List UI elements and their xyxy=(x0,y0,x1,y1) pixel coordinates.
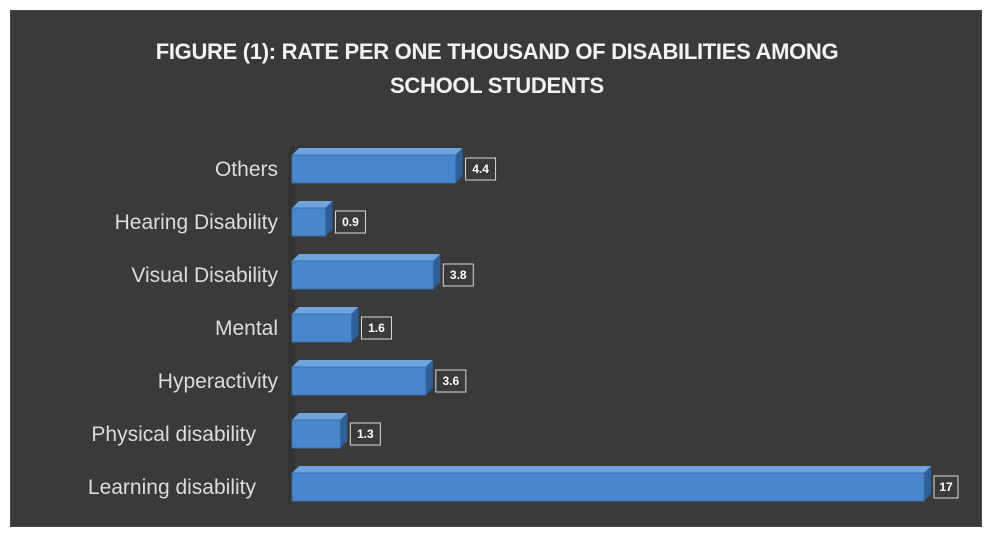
bar-top-face xyxy=(292,148,463,155)
category-label: Learning disability xyxy=(88,476,257,499)
bar-side-face xyxy=(455,148,463,183)
bar-top-face xyxy=(292,466,931,473)
data-label: 4.4 xyxy=(472,162,489,176)
chart-title-line-2: SCHOOL STUDENTS xyxy=(390,73,604,98)
bar-top-face xyxy=(292,307,359,314)
bar-group: Physical disability 1.3 xyxy=(91,413,381,449)
chart-title-line-1: FIGURE (1): RATE PER ONE THOUSAND OF DIS… xyxy=(155,39,839,64)
bar-side-face xyxy=(340,413,348,448)
bar xyxy=(291,154,457,184)
data-label-box xyxy=(933,475,959,499)
bar xyxy=(291,260,434,290)
bar-top-face xyxy=(292,201,333,208)
data-label: 1.6 xyxy=(368,321,385,335)
bar-group: Hearing Disability 0.9 xyxy=(115,201,366,237)
bar-top-face xyxy=(292,254,441,261)
data-label: 1.3 xyxy=(357,427,374,441)
bar xyxy=(291,207,326,237)
data-label: 3.6 xyxy=(442,374,459,388)
bar xyxy=(291,313,352,343)
data-label: 17 xyxy=(939,480,953,494)
chart-title: FIGURE (1): RATE PER ONE THOUSAND OF DIS… xyxy=(11,35,983,103)
bar-top-face xyxy=(292,413,348,420)
bar-side-face xyxy=(924,466,931,501)
category-label: Hearing Disability xyxy=(115,211,279,234)
bar-top-face xyxy=(292,360,433,367)
bar-group: Others 4.4 xyxy=(215,148,497,184)
category-label: Physical disability xyxy=(91,423,256,446)
bar-group: Hyperactivity 3.6 xyxy=(158,360,467,396)
data-label: 0.9 xyxy=(342,215,359,229)
data-label-box xyxy=(435,369,467,393)
category-label: Mental xyxy=(215,317,278,340)
bar-chart: Others 4.4 Hearing Disability 0.9 Visual Dis… xyxy=(88,144,959,507)
data-label: 3.8 xyxy=(450,268,467,282)
data-label-box xyxy=(360,316,392,340)
bar-side-face xyxy=(433,254,441,289)
bar-group: Learning disability 17 xyxy=(88,466,959,502)
data-label-box xyxy=(334,210,366,234)
bar xyxy=(291,419,341,449)
bar xyxy=(291,472,925,502)
bar-group: Mental 1.6 xyxy=(215,307,392,343)
bar xyxy=(291,366,427,396)
chart-frame: FIGURE (1): RATE PER ONE THOUSAND OF DIS… xyxy=(10,10,982,527)
bar-side-face xyxy=(325,201,333,236)
data-label-box xyxy=(465,157,497,181)
category-label: Others xyxy=(215,158,278,181)
bar-side-face xyxy=(351,307,359,342)
data-label-box xyxy=(442,263,474,287)
bar-side-face xyxy=(425,360,433,395)
category-label: Hyperactivity xyxy=(158,370,279,393)
data-label-box xyxy=(349,422,381,446)
category-label: Visual Disability xyxy=(131,264,278,287)
bar-group: Visual Disability 3.8 xyxy=(131,254,474,290)
